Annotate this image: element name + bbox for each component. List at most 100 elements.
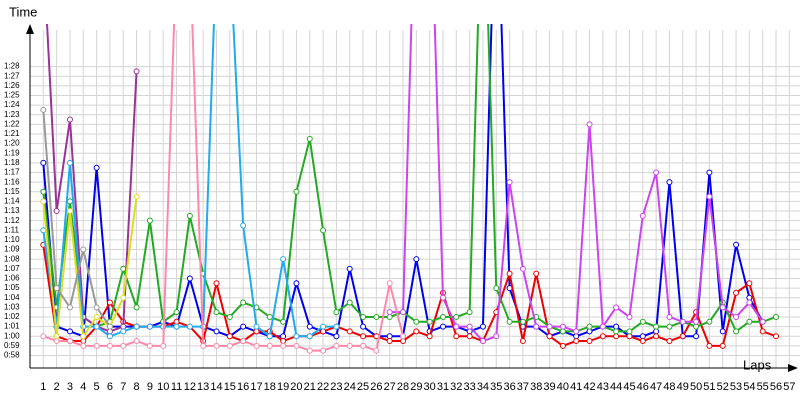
- y-tick-label: 1:15: [4, 187, 20, 196]
- data-point: [53, 285, 60, 292]
- data-point: [226, 342, 233, 349]
- data-point: [186, 275, 193, 282]
- x-tick-label: 41: [570, 381, 582, 393]
- data-point: [506, 179, 513, 186]
- x-tick-label: 29: [410, 381, 422, 393]
- data-point: [519, 338, 526, 345]
- data-point: [346, 328, 353, 335]
- data-point: [133, 304, 140, 311]
- data-point: [413, 328, 420, 335]
- data-point: [546, 333, 553, 340]
- data-point: [746, 294, 753, 301]
- data-point: [80, 333, 87, 340]
- data-point: [66, 208, 73, 215]
- data-point: [559, 342, 566, 349]
- data-point: [293, 280, 300, 287]
- x-tick-label: 12: [184, 381, 196, 393]
- data-point: [559, 328, 566, 335]
- x-tick-label: 45: [623, 381, 635, 393]
- y-axis-label: Time: [9, 4, 37, 19]
- data-point: [613, 304, 620, 311]
- y-tick-label: 1:00: [4, 331, 20, 340]
- data-point: [626, 328, 633, 335]
- data-point: [160, 342, 167, 349]
- data-point: [439, 313, 446, 320]
- data-point: [386, 309, 393, 316]
- y-tick-label: 1:14: [4, 197, 20, 206]
- y-tick-label: 1:10: [4, 235, 20, 244]
- data-point: [226, 333, 233, 340]
- data-point: [213, 309, 220, 316]
- data-point: [133, 338, 140, 345]
- data-point: [719, 328, 726, 335]
- x-tick-label: 10: [157, 381, 169, 393]
- data-point: [386, 338, 393, 345]
- x-tick-label: 25: [357, 381, 369, 393]
- data-point: [666, 338, 673, 345]
- data-point: [93, 304, 100, 311]
- y-tick-label: 1:23: [4, 110, 20, 119]
- data-point: [213, 280, 220, 287]
- data-point: [533, 323, 540, 330]
- data-point: [320, 323, 327, 330]
- data-point: [666, 179, 673, 186]
- data-point: [40, 188, 47, 195]
- y-tick-label: 1:11: [4, 225, 20, 234]
- x-tick-label: 22: [317, 381, 329, 393]
- data-point: [719, 342, 726, 349]
- data-point: [373, 313, 380, 320]
- data-point: [266, 313, 273, 320]
- x-tick-label: 55: [757, 381, 769, 393]
- x-tick-label: 23: [330, 381, 342, 393]
- data-point: [586, 328, 593, 335]
- data-point: [400, 333, 407, 340]
- data-point: [573, 328, 580, 335]
- y-tick-label: 1:28: [4, 62, 20, 71]
- data-point: [639, 333, 646, 340]
- data-point: [360, 333, 367, 340]
- data-point: [333, 323, 340, 330]
- data-point: [413, 256, 420, 263]
- x-tick-label: 39: [543, 381, 555, 393]
- x-tick-label: 43: [597, 381, 609, 393]
- x-tick-label: 50: [690, 381, 702, 393]
- data-point: [586, 323, 593, 330]
- data-point: [773, 313, 780, 320]
- data-point: [66, 116, 73, 123]
- data-point: [586, 338, 593, 345]
- y-tick-label: 1:21: [4, 129, 20, 138]
- x-tick-label: 13: [197, 381, 209, 393]
- data-point: [146, 342, 153, 349]
- x-tick-label: 44: [610, 381, 622, 393]
- x-tick-label: 54: [743, 381, 755, 393]
- x-tick-label: 2: [54, 381, 60, 393]
- x-tick-label: 14: [210, 381, 222, 393]
- data-point: [639, 318, 646, 325]
- y-tick-label: 1:12: [4, 216, 20, 225]
- data-point: [693, 323, 700, 330]
- data-point: [506, 318, 513, 325]
- data-point: [519, 318, 526, 325]
- y-tick-label: 1:24: [4, 100, 20, 109]
- x-tick-label: 16: [237, 381, 249, 393]
- data-point: [759, 318, 766, 325]
- x-tick-label: 18: [264, 381, 276, 393]
- data-point: [106, 328, 113, 335]
- data-point: [439, 294, 446, 301]
- data-point: [693, 318, 700, 325]
- data-point: [66, 328, 73, 335]
- x-tick-label: 56: [770, 381, 782, 393]
- data-point: [186, 323, 193, 330]
- data-point: [133, 323, 140, 330]
- data-point: [93, 164, 100, 171]
- y-tick-label: 1:17: [4, 168, 20, 177]
- data-point: [106, 333, 113, 340]
- x-tick-label: 51: [703, 381, 715, 393]
- data-point: [40, 333, 47, 340]
- data-point: [653, 333, 660, 340]
- data-point: [706, 169, 713, 176]
- data-point: [346, 265, 353, 272]
- data-point: [40, 198, 47, 205]
- x-tick-label: 31: [437, 381, 449, 393]
